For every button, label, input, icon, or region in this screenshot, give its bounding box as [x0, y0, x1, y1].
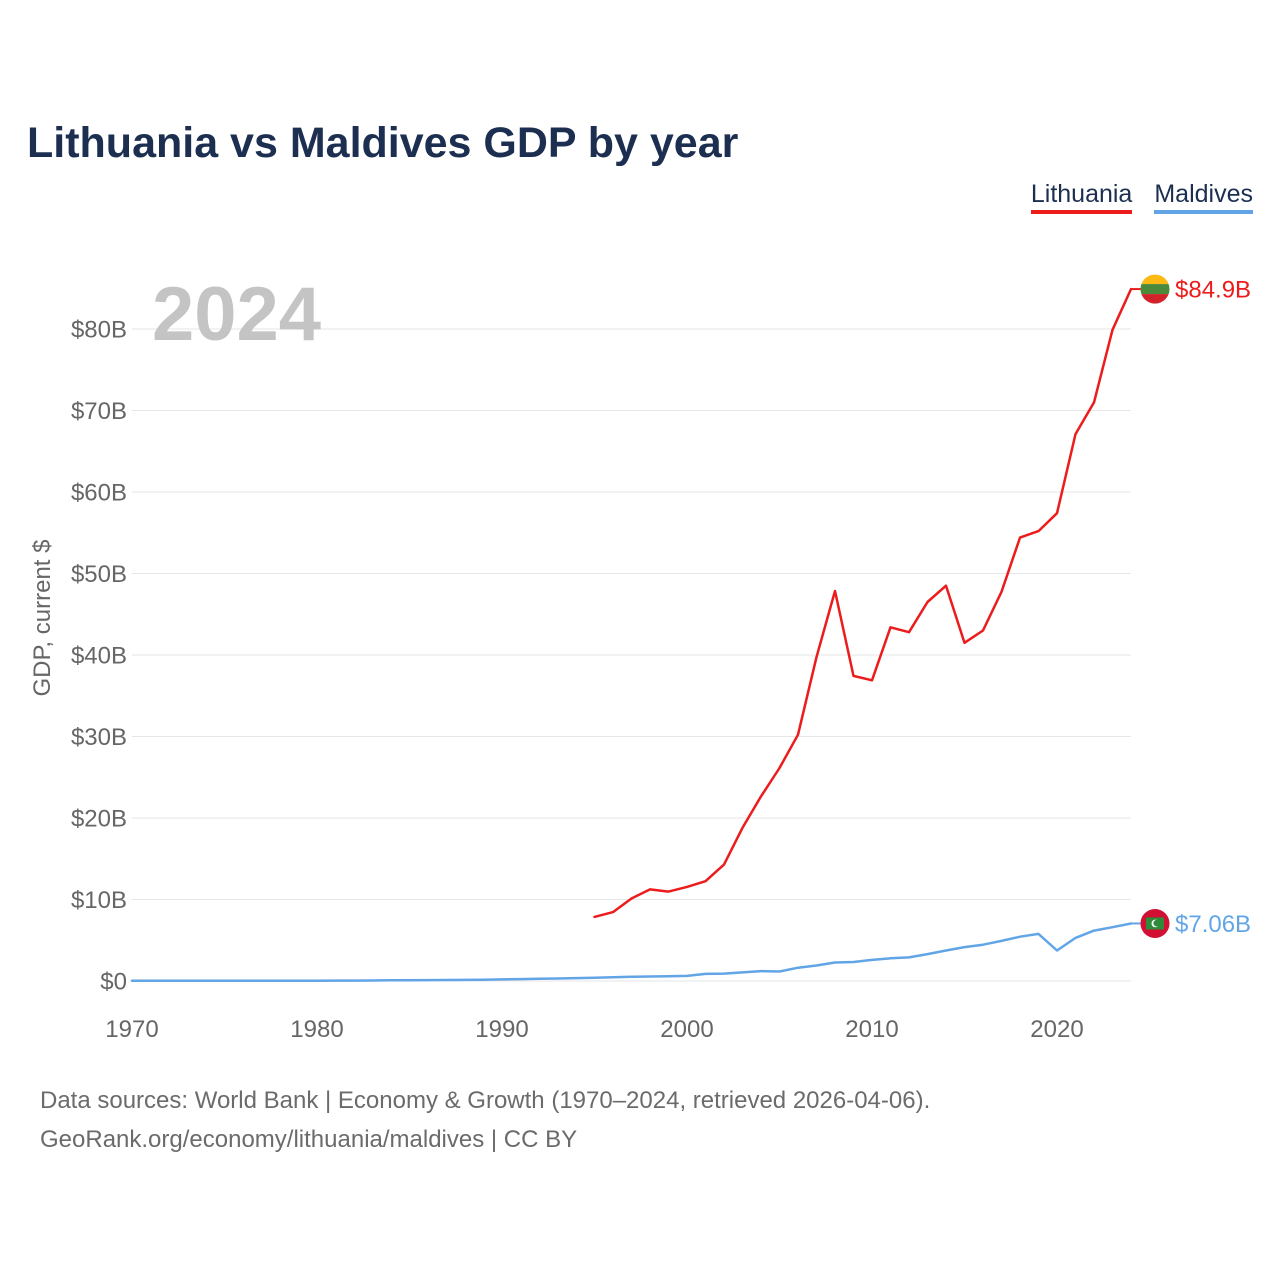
- y-axis-ticks: $0 $10B $20B $30B $40B $50B $60B $70B $80B: [71, 317, 127, 996]
- legend-item-maldives[interactable]: Maldives: [1154, 180, 1253, 214]
- x-tick-label: 2000: [660, 1016, 713, 1043]
- y-tick-label: $10B: [71, 887, 127, 914]
- y-tick-label: $30B: [71, 724, 127, 751]
- series-line-maldives: [130, 922, 1133, 983]
- legend-label-maldives: Maldives: [1154, 180, 1253, 208]
- y-tick-label: $20B: [71, 806, 127, 833]
- x-tick-label: 1980: [290, 1016, 343, 1043]
- end-markers: $84.9B $7.06B: [1131, 274, 1251, 938]
- y-tick-label: $40B: [71, 643, 127, 670]
- chart-title: Lithuania vs Maldives GDP by year: [27, 119, 739, 167]
- lithuania-flag-icon: [1140, 274, 1170, 304]
- y-tick-label: $0: [100, 969, 127, 996]
- legend-label-lithuania: Lithuania: [1030, 180, 1133, 208]
- y-axis-label: GDP, current $: [29, 540, 56, 697]
- y-tick-label: $80B: [71, 317, 127, 344]
- year-label: 2024: [152, 272, 321, 357]
- series-lines: [130, 287, 1133, 983]
- x-tick-label: 1990: [475, 1016, 528, 1043]
- gridlines: [132, 328, 1131, 982]
- x-tick-label: 1970: [105, 1016, 158, 1043]
- legend-item-lithuania[interactable]: Lithuania: [1030, 180, 1133, 214]
- end-label-maldives: $7.06B: [1175, 911, 1251, 938]
- x-axis-ticks: 1970 1980 1990 2000 2010 2020: [105, 1016, 1083, 1043]
- end-label-lithuania: $84.9B: [1175, 277, 1251, 304]
- y-tick-label: $60B: [71, 480, 127, 507]
- footer-attribution: GeoRank.org/economy/lithuania/maldives |…: [40, 1126, 577, 1153]
- series-line-lithuania: [593, 287, 1133, 919]
- x-tick-label: 2020: [1030, 1016, 1083, 1043]
- legend: Lithuania Maldives: [1030, 180, 1253, 214]
- maldives-flag-icon: [1140, 908, 1170, 938]
- footer-source: Data sources: World Bank | Economy & Gro…: [40, 1087, 930, 1114]
- x-tick-label: 2010: [845, 1016, 898, 1043]
- y-tick-label: $70B: [71, 398, 127, 425]
- y-tick-label: $50B: [71, 561, 127, 588]
